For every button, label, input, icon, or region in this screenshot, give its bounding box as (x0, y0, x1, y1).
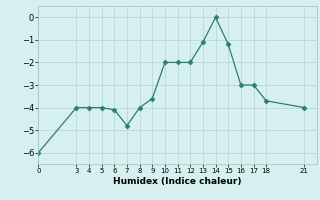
X-axis label: Humidex (Indice chaleur): Humidex (Indice chaleur) (113, 177, 242, 186)
